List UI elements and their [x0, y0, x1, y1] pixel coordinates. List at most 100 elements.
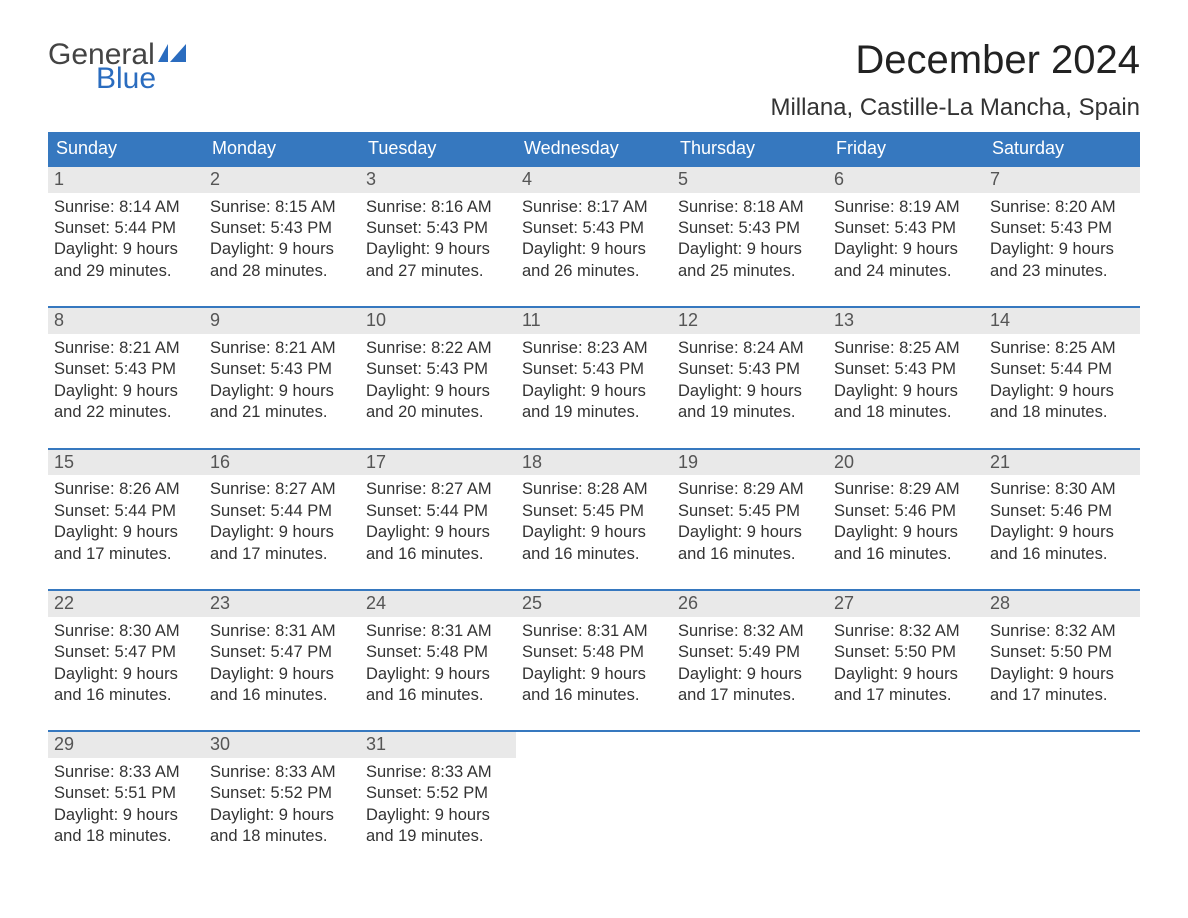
daylight-line: Daylight: 9 hours	[990, 664, 1134, 685]
day-cell: 14Sunrise: 8:25 AMSunset: 5:44 PMDayligh…	[984, 307, 1140, 448]
day-details: Sunrise: 8:23 AMSunset: 5:43 PMDaylight:…	[516, 334, 672, 448]
daylight-line: Daylight: 9 hours	[522, 522, 666, 543]
daylight-line: Daylight: 9 hours	[678, 522, 822, 543]
day-details: Sunrise: 8:31 AMSunset: 5:47 PMDaylight:…	[204, 617, 360, 731]
daylight-line: and 26 minutes.	[522, 261, 666, 282]
day-number: 4	[516, 167, 672, 193]
day-cell: 10Sunrise: 8:22 AMSunset: 5:43 PMDayligh…	[360, 307, 516, 448]
day-cell: 17Sunrise: 8:27 AMSunset: 5:44 PMDayligh…	[360, 449, 516, 590]
sunset-line: Sunset: 5:43 PM	[210, 359, 354, 380]
sunrise-line: Sunrise: 8:30 AM	[54, 621, 198, 642]
sunrise-line: Sunrise: 8:29 AM	[834, 479, 978, 500]
daylight-line: Daylight: 9 hours	[678, 664, 822, 685]
sunrise-line: Sunrise: 8:22 AM	[366, 338, 510, 359]
day-cell: 27Sunrise: 8:32 AMSunset: 5:50 PMDayligh…	[828, 590, 984, 731]
sunset-line: Sunset: 5:50 PM	[990, 642, 1134, 663]
daylight-line: Daylight: 9 hours	[366, 522, 510, 543]
sunrise-line: Sunrise: 8:32 AM	[678, 621, 822, 642]
sunset-line: Sunset: 5:52 PM	[210, 783, 354, 804]
day-details: Sunrise: 8:32 AMSunset: 5:50 PMDaylight:…	[828, 617, 984, 731]
day-cell: 19Sunrise: 8:29 AMSunset: 5:45 PMDayligh…	[672, 449, 828, 590]
day-cell: 25Sunrise: 8:31 AMSunset: 5:48 PMDayligh…	[516, 590, 672, 731]
day-cell: 20 Sunrise: 8:29 AMSunset: 5:46 PMDayligh…	[828, 449, 984, 590]
day-number: 22	[48, 591, 204, 617]
day-number: 7	[984, 167, 1140, 193]
sunset-line: Sunset: 5:43 PM	[834, 218, 978, 239]
week-row: 8Sunrise: 8:21 AMSunset: 5:43 PMDaylight…	[48, 307, 1140, 448]
sunset-line: Sunset: 5:44 PM	[210, 501, 354, 522]
daylight-line: and 19 minutes.	[366, 826, 510, 847]
sunrise-line: Sunrise: 8:32 AM	[834, 621, 978, 642]
sunrise-line: Sunrise: 8:15 AM	[210, 197, 354, 218]
daylight-line: and 16 minutes.	[54, 685, 198, 706]
week-row: 1Sunrise: 8:14 AMSunset: 5:44 PMDaylight…	[48, 166, 1140, 307]
daylight-line: and 18 minutes.	[990, 402, 1134, 423]
sunrise-line: Sunrise: 8:31 AM	[210, 621, 354, 642]
day-cell: 18Sunrise: 8:28 AMSunset: 5:45 PMDayligh…	[516, 449, 672, 590]
sunset-line: Sunset: 5:43 PM	[990, 218, 1134, 239]
daylight-line: Daylight: 9 hours	[990, 239, 1134, 260]
daylight-line: Daylight: 9 hours	[366, 381, 510, 402]
day-number: 13	[828, 308, 984, 334]
sunrise-line: Sunrise: 8:29 AM	[678, 479, 822, 500]
header: General Blue December 2024 Millana, Cast…	[48, 40, 1140, 122]
sunset-line: Sunset: 5:43 PM	[366, 359, 510, 380]
sunrise-line: Sunrise: 8:27 AM	[366, 479, 510, 500]
day-number: 20	[828, 450, 984, 476]
page-title: December 2024	[770, 40, 1140, 80]
day-number: 2	[204, 167, 360, 193]
day-details: Sunrise: 8:17 AMSunset: 5:43 PMDaylight:…	[516, 193, 672, 307]
day-number: 23	[204, 591, 360, 617]
sunrise-line: Sunrise: 8:17 AM	[522, 197, 666, 218]
day-details: Sunrise: 8:20 AMSunset: 5:43 PMDaylight:…	[984, 193, 1140, 307]
sunset-line: Sunset: 5:48 PM	[366, 642, 510, 663]
sunset-line: Sunset: 5:45 PM	[522, 501, 666, 522]
day-cell: 21Sunrise: 8:30 AMSunset: 5:46 PMDayligh…	[984, 449, 1140, 590]
sunset-line: Sunset: 5:46 PM	[834, 501, 978, 522]
daylight-line: Daylight: 9 hours	[366, 239, 510, 260]
day-details: Sunrise: 8:21 AMSunset: 5:43 PMDaylight:…	[204, 334, 360, 448]
day-number: 17	[360, 450, 516, 476]
day-details: Sunrise: 8:21 AMSunset: 5:43 PMDaylight:…	[48, 334, 204, 448]
day-header: Friday	[828, 132, 984, 166]
sunrise-line: Sunrise: 8:20 AM	[990, 197, 1134, 218]
day-details: Sunrise: 8:19 AMSunset: 5:43 PMDaylight:…	[828, 193, 984, 307]
sunrise-line: Sunrise: 8:31 AM	[366, 621, 510, 642]
daylight-line: Daylight: 9 hours	[54, 381, 198, 402]
day-details: Sunrise: 8:28 AMSunset: 5:45 PMDaylight:…	[516, 475, 672, 589]
daylight-line: Daylight: 9 hours	[522, 381, 666, 402]
sunset-line: Sunset: 5:47 PM	[54, 642, 198, 663]
daylight-line: Daylight: 9 hours	[366, 664, 510, 685]
day-cell	[984, 731, 1140, 871]
day-details: Sunrise: 8:33 AMSunset: 5:51 PMDaylight:…	[48, 758, 204, 872]
daylight-line: Daylight: 9 hours	[210, 805, 354, 826]
daylight-line: and 18 minutes.	[834, 402, 978, 423]
sunrise-line: Sunrise: 8:30 AM	[990, 479, 1134, 500]
sunrise-line: Sunrise: 8:33 AM	[210, 762, 354, 783]
day-details: Sunrise: 8:31 AMSunset: 5:48 PMDaylight:…	[516, 617, 672, 731]
day-cell: 24 Sunrise: 8:31 AMSunset: 5:48 PMDayligh…	[360, 590, 516, 731]
location-subtitle: Millana, Castille-La Mancha, Spain	[770, 94, 1140, 122]
sunrise-line: Sunrise: 8:25 AM	[990, 338, 1134, 359]
daylight-line: Daylight: 9 hours	[990, 522, 1134, 543]
week-row: 29Sunrise: 8:33 AMSunset: 5:51 PMDayligh…	[48, 731, 1140, 871]
daylight-line: Daylight: 9 hours	[678, 239, 822, 260]
sunrise-line: Sunrise: 8:28 AM	[522, 479, 666, 500]
daylight-line: Daylight: 9 hours	[54, 522, 198, 543]
daylight-line: and 17 minutes.	[54, 544, 198, 565]
sunset-line: Sunset: 5:43 PM	[834, 359, 978, 380]
day-details: Sunrise: 8:29 AMSunset: 5:45 PMDaylight:…	[672, 475, 828, 589]
day-cell: 16Sunrise: 8:27 AMSunset: 5:44 PMDayligh…	[204, 449, 360, 590]
daylight-line: Daylight: 9 hours	[834, 522, 978, 543]
day-number: 11	[516, 308, 672, 334]
day-cell: 12Sunrise: 8:24 AMSunset: 5:43 PMDayligh…	[672, 307, 828, 448]
day-details: Sunrise: 8:33 AMSunset: 5:52 PMDaylight:…	[204, 758, 360, 872]
day-number: 24	[360, 591, 516, 617]
daylight-line: Daylight: 9 hours	[210, 381, 354, 402]
daylight-line: and 20 minutes.	[366, 402, 510, 423]
day-details: Sunrise: 8:27 AMSunset: 5:44 PMDaylight:…	[360, 475, 516, 589]
day-number: 18	[516, 450, 672, 476]
sunset-line: Sunset: 5:43 PM	[678, 218, 822, 239]
daylight-line: Daylight: 9 hours	[834, 381, 978, 402]
day-cell: 2Sunrise: 8:15 AMSunset: 5:43 PMDaylight…	[204, 166, 360, 307]
